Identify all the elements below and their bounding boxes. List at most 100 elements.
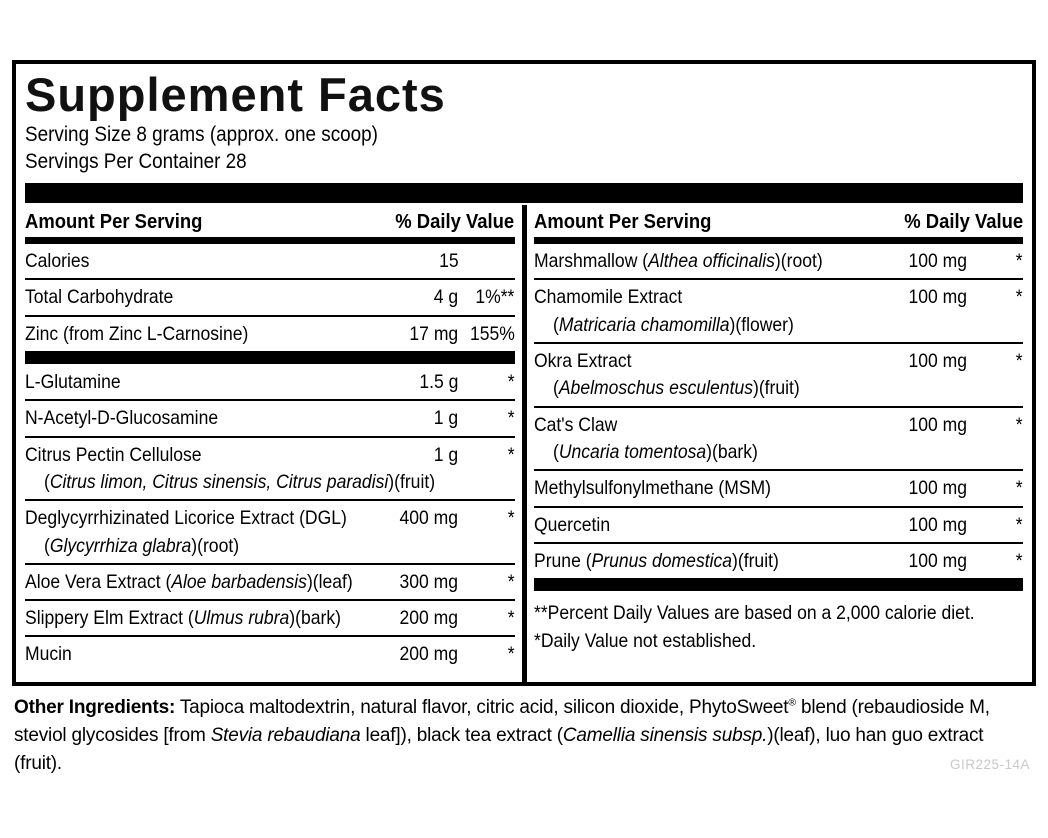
ingredient-amount: 100 mg	[908, 250, 967, 273]
ingredient-amount: 1 g	[434, 443, 459, 466]
ingredient-amount: 100 mg	[908, 513, 967, 536]
ingredient-amount: 300 mg	[399, 570, 459, 593]
ingredient-row: Okra Extract (Abelmoschus esculentus)(fru…	[533, 344, 1023, 408]
other-ingredients-label: Other Ingredients:	[14, 697, 176, 718]
top-divider-bar	[25, 183, 1023, 204]
ingredient-row: Aloe Vera Extract (Aloe barbadensis)(lea…	[25, 565, 515, 602]
left-column-header: Amount Per Serving % Daily Value	[25, 205, 515, 245]
ingredient-name: Marshmallow (Althea officinalis)(root)	[533, 250, 823, 273]
ingredient-daily-value: *	[507, 407, 515, 430]
ingredient-row: Prune (Prunus domestica)(fruit) 100 mg *	[534, 544, 1024, 578]
right-column: Amount Per Serving % Daily Value Marshma…	[533, 205, 1024, 682]
ingredient-row: Calories 15	[25, 244, 515, 281]
ingredient-name: Chamomile Extract (Matricaria chamomilla)…	[534, 284, 884, 339]
ingredient-daily-value: *	[1016, 549, 1023, 572]
ingredient-botanical: (Citrus limon, Citrus sinensis, Citrus p…	[44, 470, 436, 493]
ingredient-row: Mucin 200 mg *	[25, 637, 515, 671]
footnote-daily-values: **Percent Daily Values are based on a 2,…	[533, 602, 975, 625]
ingredient-name: Prune (Prunus domestica)(fruit)	[533, 549, 779, 572]
ingredient-daily-value	[459, 248, 515, 275]
ingredient-row: Citrus Pectin Cellulose (Citrus limon, Ci…	[25, 438, 515, 502]
ingredient-botanical: (Glycyrrhiza glabra)(root)	[44, 534, 240, 557]
section-divider-bar	[533, 578, 1023, 592]
ingredient-daily-value: *	[1016, 477, 1023, 500]
ingredient-daily-value: *	[1016, 350, 1023, 373]
ingredient-daily-value: *	[507, 570, 515, 593]
ingredient-amount: 15	[438, 250, 459, 273]
ingredient-name: Okra Extract (Abelmoschus esculentus)(fru…	[534, 348, 884, 403]
ingredient-row: Cat's Claw (Uncaria tomentosa)(bark) 100 m…	[533, 408, 1023, 472]
ingredient-amount: 1.5 g	[419, 371, 459, 394]
right-ingredient-rows: Marshmallow (Althea officinalis)(root) 10…	[533, 244, 1024, 592]
amount-per-serving-header: Amount Per Serving	[25, 210, 203, 234]
right-column-header: Amount Per Serving % Daily Value	[533, 205, 1023, 245]
amount-per-serving-header: Amount Per Serving	[533, 210, 711, 234]
ingredient-row: L-Glutamine 1.5 g *	[25, 365, 515, 402]
other-ingredients: Other Ingredients: Tapioca maltodextrin,…	[14, 694, 1036, 778]
ingredient-row: Chamomile Extract (Matricaria chamomilla)…	[533, 280, 1023, 345]
serving-size: Serving Size 8 grams (approx. one scoop)	[25, 121, 1023, 149]
ingredient-name: Deglycyrrhizinated Licorice Extract (DGL…	[25, 505, 375, 560]
ingredient-row: Deglycyrrhizinated Licorice Extract (DGL…	[25, 501, 515, 565]
ingredient-row: Zinc (from Zinc L-Carnosine) 17 mg 155%	[25, 317, 515, 351]
other-ingredients-text: Tapioca maltodextrin, natural flavor, ci…	[14, 697, 990, 774]
ingredient-amount: 100 mg	[908, 286, 967, 309]
ingredient-row: Quercetin 100 mg *	[533, 508, 1023, 544]
product-code: GIR225-14A	[949, 757, 1030, 772]
ingredient-botanical: (Uncaria tomentosa)(bark)	[552, 440, 758, 463]
ingredient-daily-value: 1%**	[475, 286, 515, 309]
ingredient-row: Slippery Elm Extract (Ulmus rubra)(bark)…	[25, 601, 515, 638]
footnote-not-established: *Daily Value not established.	[533, 629, 756, 652]
ingredient-name: Cat's Claw (Uncaria tomentosa)(bark)	[534, 412, 884, 467]
ingredient-daily-value: *	[507, 443, 515, 466]
left-ingredient-rows: Calories 15 Total Carbohydrate 4 g 1%** Zinc …	[25, 244, 515, 672]
ingredient-amount: 1 g	[434, 407, 459, 430]
ingredient-name: Zinc (from Zinc L-Carnosine)	[25, 322, 249, 345]
ingredient-name: Mucin	[25, 643, 72, 666]
ingredient-amount: 100 mg	[908, 549, 967, 572]
serving-size-text: Serving Size 8 grams (approx. one scoop)	[25, 122, 378, 146]
servings-per-container: Servings Per Container 28	[25, 148, 1023, 176]
ingredient-name: Calories	[25, 250, 90, 273]
left-column: Amount Per Serving % Daily Value Calorie…	[25, 205, 515, 682]
ingredient-columns: Amount Per Serving % Daily Value Calorie…	[25, 205, 1023, 682]
ingredient-row: Marshmallow (Althea officinalis)(root) 10…	[533, 244, 1023, 281]
ingredient-daily-value: *	[507, 643, 515, 666]
ingredient-amount: 100 mg	[908, 477, 967, 500]
ingredient-daily-value: *	[507, 507, 515, 530]
ingredient-name: Quercetin	[533, 513, 610, 536]
daily-value-header: % Daily Value	[904, 210, 1023, 234]
ingredient-name: Aloe Vera Extract (Aloe barbadensis)(lea…	[25, 570, 353, 593]
ingredient-botanical: (Matricaria chamomilla)(flower)	[552, 313, 794, 336]
ingredient-amount: 100 mg	[908, 413, 967, 436]
ingredient-amount: 100 mg	[908, 350, 967, 373]
ingredient-daily-value: *	[1016, 413, 1023, 436]
ingredient-daily-value: *	[507, 371, 515, 394]
ingredient-daily-value: *	[1016, 286, 1023, 309]
ingredient-daily-value: *	[507, 607, 515, 630]
ingredient-botanical: (Abelmoschus esculentus)(fruit)	[552, 377, 800, 400]
servings-per-container-text: Servings Per Container 28	[25, 150, 247, 174]
ingredient-amount: 200 mg	[399, 643, 459, 666]
ingredient-name: Citrus Pectin Cellulose (Citrus limon, Ci…	[25, 442, 436, 497]
ingredient-amount: 200 mg	[399, 607, 459, 630]
ingredient-daily-value: *	[1016, 513, 1023, 536]
daily-value-header: % Daily Value	[395, 210, 515, 234]
ingredient-daily-value: *	[1016, 250, 1023, 273]
ingredient-name: Slippery Elm Extract (Ulmus rubra)(bark)	[25, 607, 341, 630]
ingredient-amount: 17 mg	[409, 322, 459, 345]
ingredient-name: N-Acetyl-D-Glucosamine	[25, 407, 219, 430]
ingredient-row: N-Acetyl-D-Glucosamine 1 g *	[25, 401, 515, 438]
ingredient-name: Methylsulfonylmethane (MSM)	[533, 477, 771, 500]
ingredient-amount: 4 g	[434, 286, 459, 309]
ingredient-row: Methylsulfonylmethane (MSM) 100 mg *	[533, 471, 1023, 508]
ingredient-name: Total Carbohydrate	[25, 286, 174, 309]
section-divider-bar	[25, 351, 515, 365]
ingredient-amount: 400 mg	[399, 507, 459, 530]
footnotes: **Percent Daily Values are based on a 2,…	[534, 592, 1024, 655]
panel-title: Supplement Facts	[25, 68, 446, 121]
ingredient-name: L-Glutamine	[25, 371, 121, 394]
ingredient-row: Total Carbohydrate 4 g 1%**	[25, 280, 515, 317]
supplement-facts-panel: Supplement Facts Serving Size 8 grams (a…	[12, 60, 1036, 686]
column-divider	[521, 205, 527, 682]
